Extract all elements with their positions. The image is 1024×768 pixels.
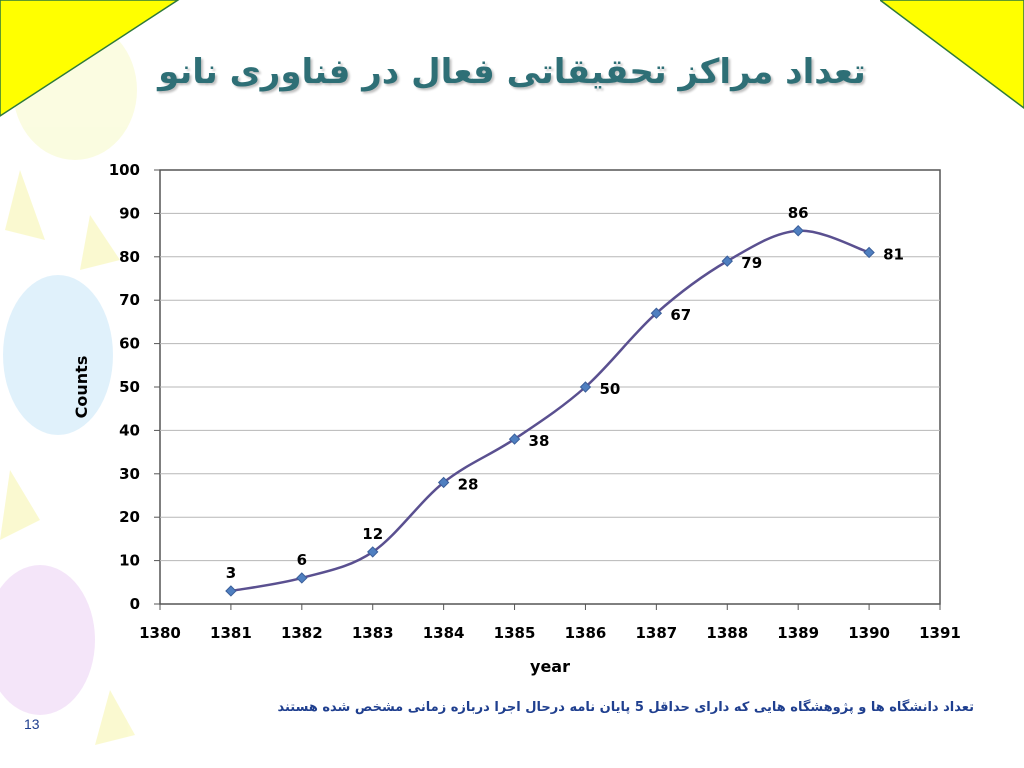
y-tick-label: 40 [119,421,140,439]
data-label: 50 [599,380,620,398]
data-point [437,476,450,489]
data-point [508,433,521,445]
data-label: 67 [670,306,691,324]
y-tick-label: 50 [119,378,140,396]
y-axis-label: Counts [72,356,91,419]
x-tick-label: 1388 [706,624,748,642]
data-label: 28 [458,475,479,493]
data-point [792,225,804,237]
data-label: 3 [226,564,236,582]
data-point [296,572,308,584]
page-number: 13 [24,716,40,732]
y-tick-label: 30 [119,465,140,483]
data-label: 6 [297,551,307,569]
data-point [721,255,733,267]
slide-caption: تعداد دانشگاه ها و پژوهشگاه هایی که دارا… [277,700,974,715]
x-axis-label: year [530,657,570,676]
y-tick-label: 60 [119,335,140,353]
data-point [225,585,237,597]
data-label: 12 [362,525,383,543]
y-tick-label: 0 [130,595,140,613]
y-tick-label: 90 [119,204,140,222]
y-tick-label: 10 [119,552,140,570]
x-tick-label: 1391 [919,624,961,642]
x-tick-label: 1387 [635,624,677,642]
x-tick-label: 1383 [352,624,394,642]
x-tick-label: 1381 [210,624,252,642]
x-tick-label: 1389 [777,624,819,642]
data-point [367,546,379,558]
y-tick-label: 100 [109,161,140,179]
x-tick-label: 1390 [848,624,890,642]
data-point [863,246,875,259]
data-point [650,307,663,319]
data-label: 38 [529,432,550,450]
corner-triangle-right [880,0,1024,109]
data-label: 81 [883,245,904,263]
x-tick-label: 1380 [139,624,181,642]
data-label: 86 [788,204,809,222]
x-tick-label: 1382 [281,624,323,642]
x-tick-label: 1385 [494,624,536,642]
y-tick-label: 70 [119,291,140,309]
corner-triangle-left [0,0,180,117]
y-tick-label: 80 [119,248,140,266]
line-chart: 0 10 20 30 40 50 60 70 80 90 100 1380 1381 1382 1383 13… [72,161,961,676]
x-tick-label: 1384 [423,624,465,642]
data-point [579,381,592,393]
y-tick-label: 20 [119,508,140,526]
series-line [230,229,870,593]
x-tick-label: 1386 [565,624,607,642]
data-label: 79 [741,254,762,272]
slide-title: تعداد مراکز تحقیقاتی فعال در فناوری نانو [158,52,866,92]
